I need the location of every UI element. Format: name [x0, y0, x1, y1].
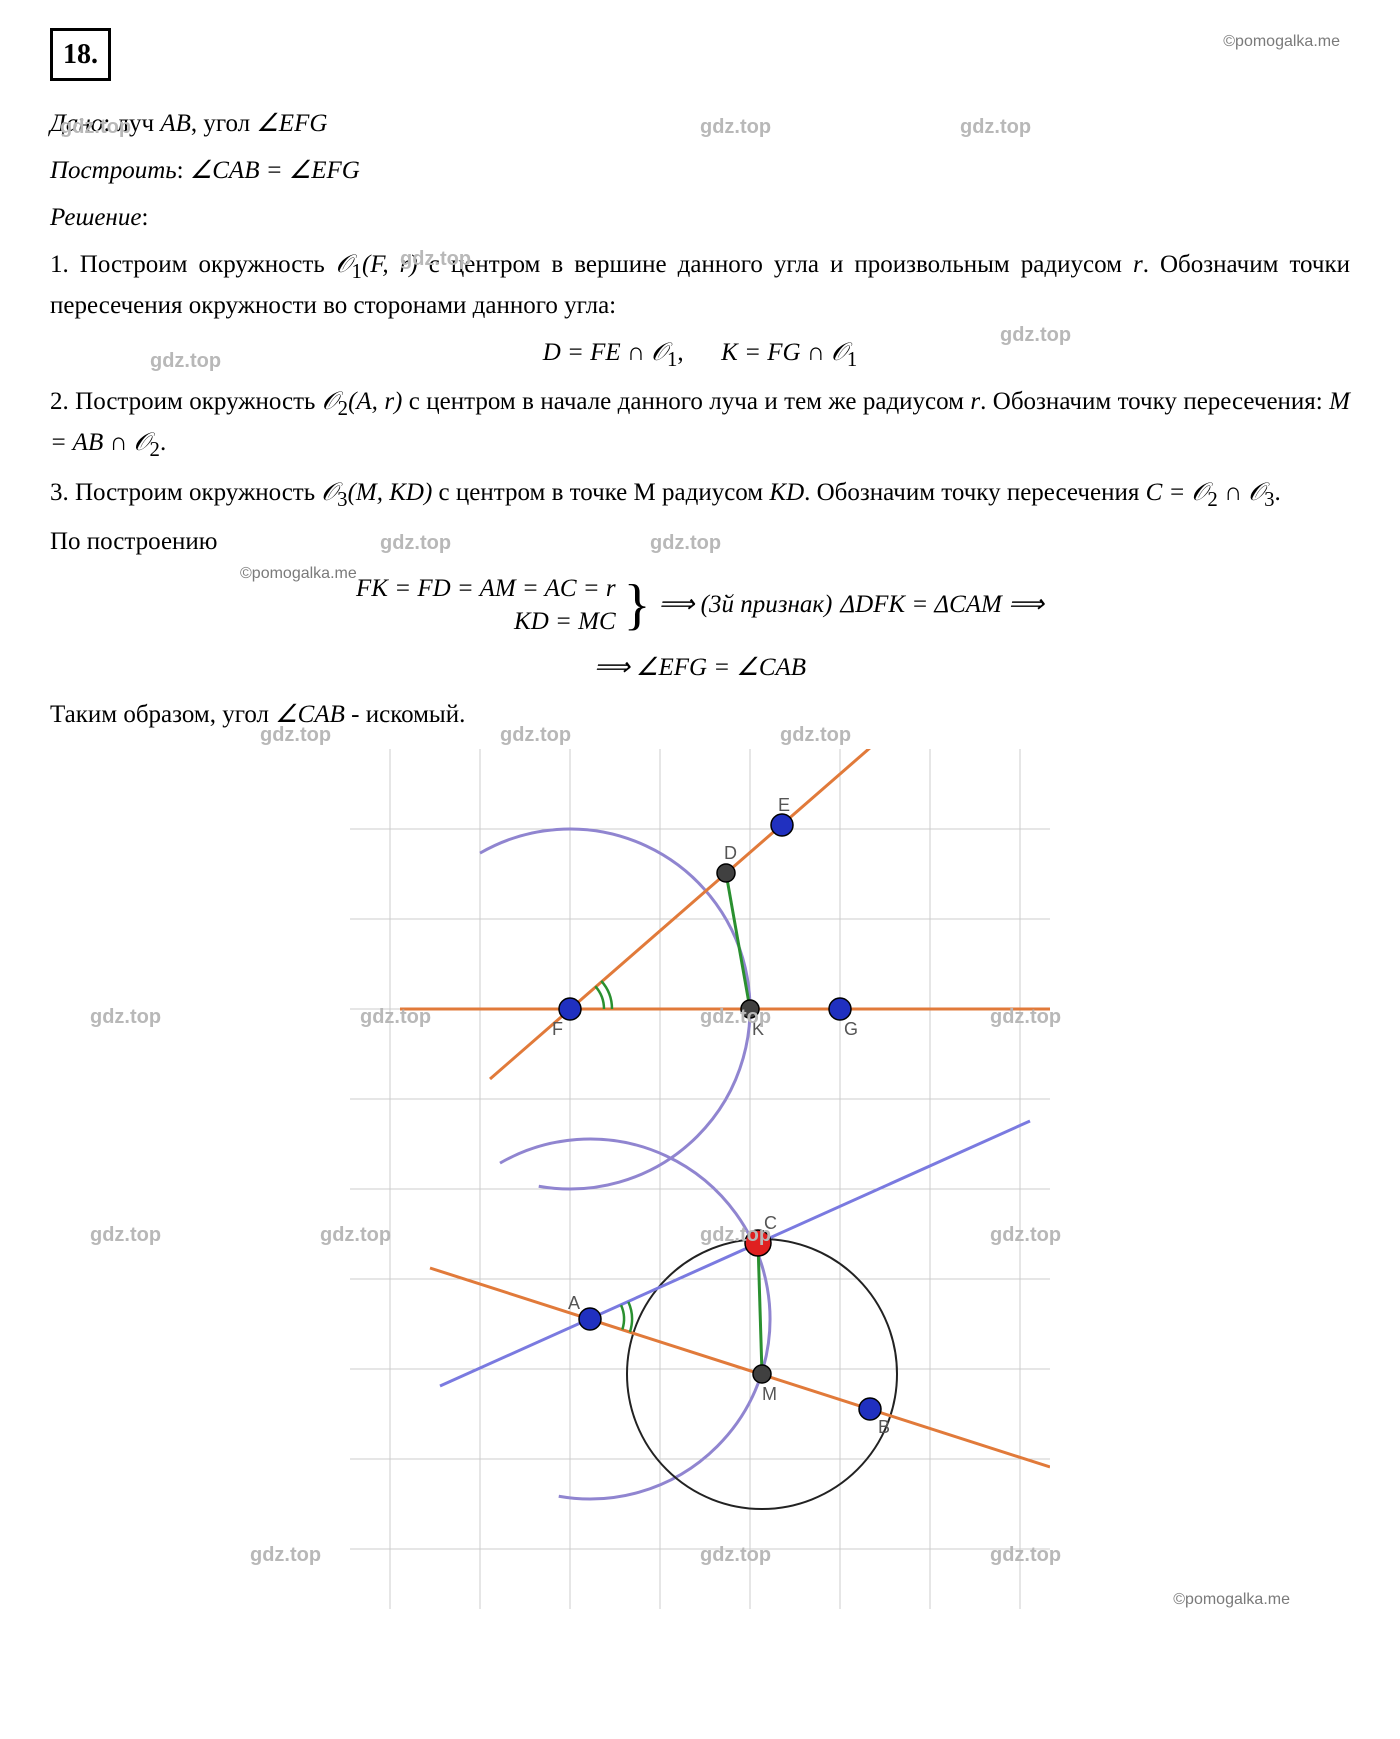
step1: 1. Построим окружность 𝒪1(F, r) с центро…: [50, 246, 1350, 326]
conclusion-angle: ∠CAB: [275, 701, 345, 728]
build-colon: :: [177, 157, 190, 184]
brace-symbol: }: [624, 577, 651, 633]
step3-sub3: 3: [1264, 487, 1274, 511]
step1-args: (F, r): [362, 251, 418, 278]
step2b: с центром в начале данного луча и тем же…: [402, 388, 970, 415]
svg-text:E: E: [778, 795, 790, 815]
copyright-mid: ©pomogalka.me: [240, 562, 357, 587]
step3: 3. Построим окружность 𝒪3(M, KD) с центр…: [50, 474, 1350, 515]
problem-number: 18.: [50, 28, 111, 81]
step2-eq-sub: 2: [150, 437, 160, 461]
implies2-text: ⟹ ∠EFG = ∠CAB: [594, 654, 806, 681]
conclusion: Таким образом, угол ∠CAB - искомый.: [50, 696, 1350, 735]
eq1: D = FE ∩ 𝒪1, K = FG ∩ 𝒪1: [50, 334, 1350, 375]
step2a: 2. Построим окружность: [50, 388, 322, 415]
svg-text:D: D: [724, 843, 737, 863]
step3c: . Обозначим точку пересечения: [804, 479, 1145, 506]
copyright-top: ©pomogalka.me: [1223, 30, 1340, 55]
step3b: с центром в точке M радиусом: [432, 479, 769, 506]
implies1: ⟹ (3й признак): [659, 586, 833, 625]
eq1-sep: ,: [677, 339, 683, 366]
svg-text:A: A: [568, 1293, 580, 1313]
svg-text:G: G: [844, 1019, 858, 1039]
eq1-right-sub: 1: [847, 347, 857, 371]
step3-args: (M, KD): [348, 479, 433, 506]
given-ray: AB: [160, 110, 191, 137]
given-body: : луч: [103, 110, 160, 137]
step2-dot: .: [160, 429, 166, 456]
build-eq: ∠CAB = ∠EFG: [190, 157, 360, 184]
svg-text:C: C: [764, 1213, 777, 1233]
conclusion-b: - искомый.: [345, 701, 465, 728]
step1-sub: 1: [352, 259, 362, 283]
geometry-diagram: F G K D E A B M C: [350, 749, 1050, 1609]
step1-r: r: [1133, 251, 1143, 278]
given-angle: ∠EFG: [256, 110, 327, 137]
eq1-right: K = FG ∩ 𝒪: [721, 339, 847, 366]
brace-bot: KD = MC: [514, 605, 616, 639]
tri-eq: ΔDFK = ΔCAM ⟹: [840, 586, 1044, 625]
step3-cap: ∩ 𝒪: [1218, 479, 1264, 506]
step3-dot: .: [1275, 479, 1281, 506]
copyright-bottom: ©pomogalka.me: [1173, 1588, 1290, 1613]
solution-line: Решение:: [50, 199, 1350, 238]
eq1-left-sub: 1: [667, 347, 677, 371]
svg-text:M: M: [762, 1384, 777, 1404]
implies2: ⟹ ∠EFG = ∠CAB: [50, 649, 1350, 688]
diagram-container: F G K D E A B M C: [50, 749, 1350, 1609]
conclusion-a: Таким образом, угол: [50, 701, 275, 728]
step2-r: r: [970, 388, 980, 415]
given-label: Дано: [50, 110, 103, 137]
step2: 2. Построим окружность 𝒪2(A, r) с центро…: [50, 383, 1350, 466]
step3-eq: C = 𝒪: [1146, 479, 1208, 506]
given-angle-pre: , угол: [191, 110, 257, 137]
given-line: Дано: луч AB, угол ∠EFG: [50, 105, 1350, 144]
build-line: Построить: ∠CAB = ∠EFG: [50, 152, 1350, 191]
svg-text:F: F: [552, 1019, 563, 1039]
solution-colon: :: [141, 204, 148, 231]
brace-top: FK = FD = AM = AC = r: [356, 572, 616, 606]
step1b: с центром в вершине данного угла и произ…: [418, 251, 1133, 278]
step3-sub: 3: [337, 487, 347, 511]
by-construction: По построению: [50, 523, 1350, 562]
svg-text:B: B: [878, 1417, 890, 1437]
svg-text:K: K: [752, 1019, 764, 1039]
step1a: 1. Построим окружность: [50, 251, 336, 278]
step2c: . Обозначим точку пересечения:: [980, 388, 1329, 415]
step2-circle: 𝒪: [322, 388, 338, 415]
eq1-left: D = FE ∩ 𝒪: [543, 339, 667, 366]
step3-circle: 𝒪: [321, 479, 337, 506]
step3-sub2: 2: [1207, 487, 1217, 511]
step3a: 3. Построим окружность: [50, 479, 321, 506]
step2-args: (A, r): [348, 388, 402, 415]
solution-label: Решение: [50, 204, 141, 231]
step2-sub: 2: [338, 396, 348, 420]
build-label: Построить: [50, 157, 177, 184]
step3-kd: KD: [769, 479, 804, 506]
step1-circle: 𝒪: [336, 251, 352, 278]
